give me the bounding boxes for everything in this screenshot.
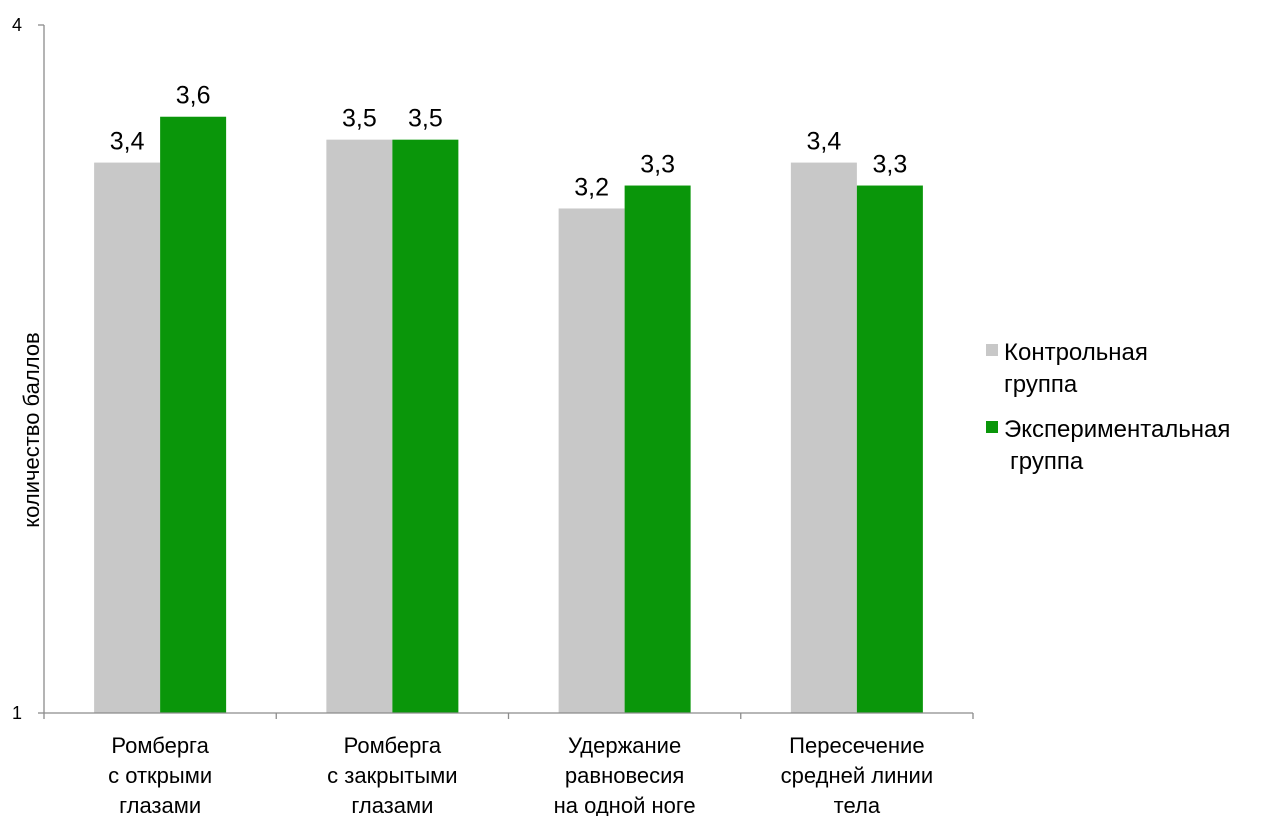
legend: Контрольная группа Экспериментальная гру… [986,339,1237,475]
category-label-4: Пересечение средней линии тела [781,733,933,816]
y-tick-label-max: 4 [12,15,22,35]
value-label-experimental-2: 3,5 [408,105,443,133]
category-label-line: глазами [351,793,433,816]
category-label-line: тела [834,793,881,816]
bar-experimental-4 [856,185,923,714]
category-label-3: Удержание равновесия на одной ноге [554,733,696,816]
bar-experimental-2 [392,139,459,713]
bar-experimental-3 [624,185,691,714]
category-label-line: равновесия [565,763,684,788]
value-label-control-3: 3,2 [574,173,609,201]
y-axis-title: количество баллов [19,332,44,528]
category-label-2: Ромберга с закрытыми глазами [327,733,457,816]
category-labels: Ромберга с открыми глазами Ромберга с закрыт… [108,733,933,816]
legend-label-experimental-line2: группа [1010,448,1084,475]
legend-label-experimental-line1: Экспериментальная [1004,416,1230,443]
value-label-experimental-3: 3,3 [640,151,675,179]
category-label-line: с открыми [108,763,212,788]
category-label-line: Пересечение [789,733,924,758]
value-label-experimental-4: 3,3 [872,151,907,179]
y-tick-label-min: 1 [12,703,22,723]
legend-label-control-line2: группа [1004,371,1078,398]
legend-label-experimental: Экспериментальная группа [1004,416,1237,475]
category-label-line: глазами [119,793,201,816]
value-label-experimental-1: 3,6 [176,82,211,110]
category-label-line: на одной ноге [554,793,696,816]
legend-label-control: Контрольная группа [1004,339,1155,398]
bar-control-4 [790,162,857,714]
legend-label-control-line1: Контрольная [1004,339,1148,366]
legend-swatch-control [986,344,998,356]
bar-control-1 [94,162,161,714]
legend-item-control: Контрольная группа [986,339,1155,398]
value-label-control-1: 3,4 [110,128,145,156]
bar-experimental-1 [160,116,227,713]
legend-item-experimental: Экспериментальная группа [986,416,1237,475]
category-label-line: средней линии [781,763,933,788]
bars-layer [94,116,923,714]
category-label-line: с закрытыми [327,763,457,788]
legend-swatch-experimental [986,421,998,433]
ticks-layer [38,24,974,719]
category-label-line: Удержание [568,733,681,758]
category-label-1: Ромберга с открыми глазами [108,733,212,816]
value-labels-layer: 3,4 3,6 3,5 3,5 3,2 3,3 3,4 3,3 [110,82,908,202]
value-label-control-2: 3,5 [342,105,377,133]
bar-control-3 [558,208,625,713]
category-label-line: Ромберга [344,733,442,758]
value-label-control-4: 3,4 [806,128,841,156]
bar-control-2 [326,139,393,713]
category-label-line: Ромберга [111,733,209,758]
